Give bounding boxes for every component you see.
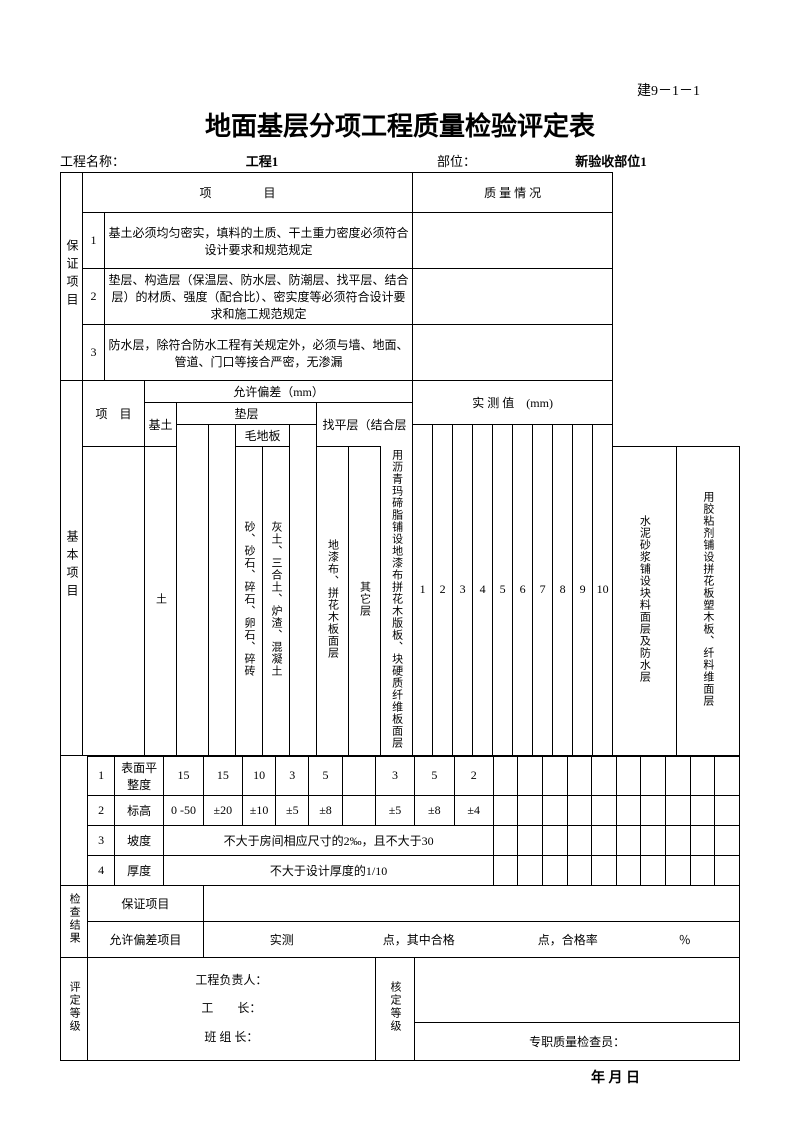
g-val-3	[413, 325, 613, 381]
m6: 6	[513, 425, 533, 756]
b3-merged: 不大于房间相应尺寸的2‰，且不大于30	[164, 825, 494, 855]
inspector: 专职质量检查员：	[415, 1023, 740, 1060]
m4: 4	[473, 425, 493, 756]
m1: 1	[413, 425, 433, 756]
b2-name: 标高	[115, 795, 164, 825]
b2-v5	[342, 795, 375, 825]
b4-name: 厚度	[115, 855, 164, 885]
sub-c5: 其它层	[349, 447, 381, 756]
grp-hair-floor: 毛地板	[236, 425, 290, 447]
b2-v4: ±8	[309, 795, 342, 825]
b1-v0: 15	[164, 756, 203, 795]
check-dev-line: 实测 点，其中合格 点，合格率 ％	[203, 921, 739, 957]
sub-c8: 用胶粘剂铺设拼花板塑木板、纤料维面层	[676, 447, 739, 756]
b2-v8: ±4	[454, 795, 493, 825]
check-dev-label: 允许偏差项目	[88, 921, 204, 957]
g-num-3: 3	[83, 325, 105, 381]
b2-v1: ±20	[203, 795, 242, 825]
b1-v7: 5	[415, 756, 454, 795]
project-name: 工程1	[132, 151, 392, 170]
footer-date: 年 月 日	[60, 1067, 740, 1087]
grp-cushion: 垫层	[177, 403, 317, 425]
m3: 3	[453, 425, 473, 756]
main-table: 保证项目 项 目 质 量 情 况 1 基土必须均匀密实，填料的土质、干土重力密度…	[60, 172, 740, 756]
b2-v2: ±10	[243, 795, 276, 825]
m10: 10	[593, 425, 613, 756]
m8: 8	[553, 425, 573, 756]
doc-code: 建9－1－1	[60, 80, 740, 100]
sub-c3-top	[209, 425, 236, 756]
b2-v6: ±5	[375, 795, 414, 825]
b1-v1: 15	[203, 756, 242, 795]
b4-merged: 不大于设计厚度的1/10	[164, 855, 494, 885]
m7: 7	[533, 425, 553, 756]
g-num-1: 1	[83, 213, 105, 269]
grp-leveling: 找平层（结合层	[317, 403, 413, 447]
b2-n: 2	[88, 795, 115, 825]
m2: 2	[433, 425, 453, 756]
g-text-2: 垫层、构造层（保温层、防水层、防潮层、找平层、结合层）的材质、强度（配合比）、密…	[105, 269, 413, 325]
check-result-section: 检查结果	[61, 885, 88, 957]
sub-c6: 用沥青玛碲脂铺设地漆布拼花木版板、块硬质纤维板面层	[381, 447, 413, 756]
eval-left: 工程负责人： 工 长： 班 组 长：	[88, 957, 376, 1060]
g-text-3: 防水层，除符合防水工程有关规定外，必须与墙、地面、管道、门口等接合严密，无渗漏	[105, 325, 413, 381]
part-value: 新验收部位1	[482, 151, 740, 170]
b3-n: 3	[88, 825, 115, 855]
guarantee-section: 保证项目	[61, 173, 83, 381]
m9: 9	[573, 425, 593, 756]
b1-v6: 3	[375, 756, 414, 795]
part-label: 部位：	[392, 151, 482, 170]
b1-name: 表面平整度	[115, 756, 164, 795]
verify-val	[415, 957, 740, 1023]
row-label: 项 目	[83, 381, 145, 447]
b4-n: 4	[88, 855, 115, 885]
deviation-header: 允许偏差（mm）	[145, 381, 413, 403]
check-guarantee-label: 保证项目	[88, 885, 204, 921]
b1-v2: 10	[243, 756, 276, 795]
sub-c5-top	[290, 425, 317, 756]
g-num-2: 2	[83, 269, 105, 325]
measured-header: 实 测 值 (mm)	[413, 381, 613, 425]
eval-grade-section: 评定等级	[61, 957, 88, 1060]
page-title: 地面基层分项工程质量检验评定表	[60, 106, 740, 143]
row-label-2	[83, 447, 145, 756]
verify-grade: 核定等级	[375, 957, 414, 1060]
col-quality: 质 量 情 况	[413, 173, 613, 213]
b1-v4: 5	[309, 756, 342, 795]
sub-c2: 砂、砂石、碎石、卵石、碎砖	[236, 447, 263, 756]
m5: 5	[493, 425, 513, 756]
b1-v8: 2	[454, 756, 493, 795]
b2-v7: ±8	[415, 795, 454, 825]
project-name-label: 工程名称：	[60, 151, 132, 170]
sub-c7: 水泥砂浆铺设块料面层及防水层	[613, 447, 676, 756]
sub-c3: 灰土、三合土、炉渣、混凝土	[263, 447, 290, 756]
basic-section-cont	[61, 756, 88, 885]
sub-c4: 地漆布、拼花木板面层	[317, 447, 349, 756]
b2-v3: ±5	[276, 795, 309, 825]
g-text-1: 基土必须均匀密实，填料的土质、干土重力密度必须符合设计要求和规范规定	[105, 213, 413, 269]
sub-c2-top	[177, 425, 209, 756]
header-line: 工程名称： 工程1 部位： 新验收部位1	[60, 151, 740, 170]
b3-name: 坡度	[115, 825, 164, 855]
grp-base-soil: 基土	[145, 403, 177, 447]
basic-section: 基本项目	[61, 381, 83, 756]
b1-n: 1	[88, 756, 115, 795]
b1-v5	[342, 756, 375, 795]
b1-v3: 3	[276, 756, 309, 795]
main-table-2: 1 表面平整度 15 15 10 3 5 3 5 2 2 标高 0 -50 ±2…	[60, 756, 740, 1061]
col-item: 项 目	[83, 173, 413, 213]
check-guarantee-val	[203, 885, 739, 921]
sub-c1: 土	[145, 447, 177, 756]
g-val-1	[413, 213, 613, 269]
g-val-2	[413, 269, 613, 325]
b2-v0: 0 -50	[164, 795, 203, 825]
